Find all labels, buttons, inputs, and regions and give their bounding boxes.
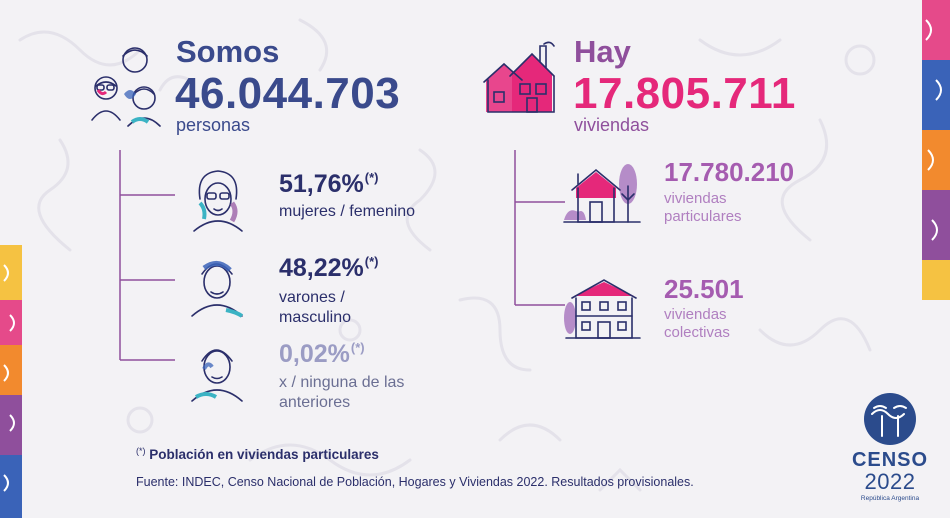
population-bracket xyxy=(119,150,175,361)
logo-subtitle: República Argentina xyxy=(860,495,920,502)
man-face-icon xyxy=(191,261,244,318)
collective-dwellings-label: viviendas colectivas xyxy=(664,306,730,341)
logo-year: 2022 xyxy=(864,469,916,494)
house-icon xyxy=(563,164,641,223)
dwellings-total: 17.805.711 xyxy=(573,69,796,118)
censo-logo: CENSO 2022 República Argentina xyxy=(850,392,930,502)
right-decorative-strip xyxy=(922,0,950,300)
building-icon xyxy=(564,279,641,339)
houses-group-icon xyxy=(483,41,555,113)
female-label: mujeres / femenino xyxy=(279,203,416,220)
private-dwellings-value: 17.780.210 xyxy=(664,157,795,187)
people-group-icon xyxy=(91,47,161,127)
woman-face-icon xyxy=(193,170,243,232)
person-face-icon xyxy=(191,349,243,402)
footnote: (*) Población en viviendas particulares xyxy=(136,446,379,462)
male-label: varones / masculino xyxy=(279,289,352,326)
personas-label: personas xyxy=(176,115,251,135)
dwellings-bracket xyxy=(514,150,565,306)
collective-dwellings-value: 25.501 xyxy=(664,274,744,304)
hay-label: Hay xyxy=(574,34,631,69)
male-pct: 48,22%(*) xyxy=(279,254,379,282)
source-text: Fuente: INDEC, Censo Nacional de Poblaci… xyxy=(136,475,694,489)
censo-logo-icon xyxy=(864,393,916,445)
private-dwellings-label: viviendas particulares xyxy=(664,190,742,225)
logo-word: CENSO xyxy=(851,449,929,471)
population-total: 46.044.703 xyxy=(175,69,401,118)
viviendas-label: viviendas xyxy=(574,115,650,135)
other-label: x / ninguna de las anteriores xyxy=(279,374,405,411)
somos-label: Somos xyxy=(176,34,280,69)
left-decorative-strip xyxy=(0,245,22,518)
other-pct: 0,02%(*) xyxy=(279,340,365,368)
female-pct: 51,76%(*) xyxy=(279,170,379,198)
